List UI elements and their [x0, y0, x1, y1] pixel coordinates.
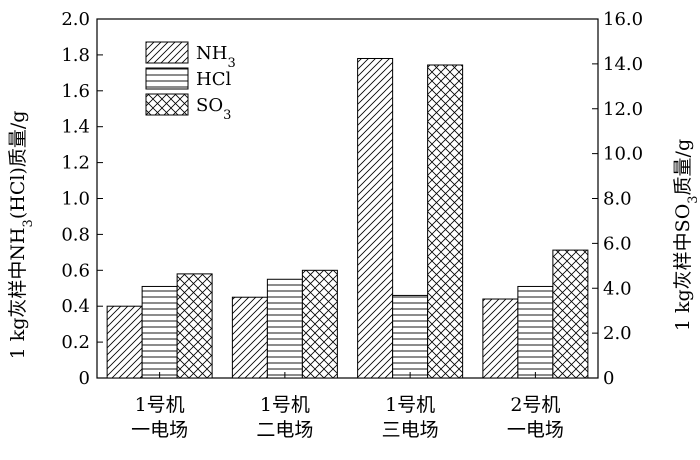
bar-so3	[176, 273, 213, 379]
legend-swatch-nh3	[145, 41, 189, 64]
bar-nh3	[231, 296, 268, 379]
right-tick-label: 10.0	[603, 144, 643, 165]
bar-hcl	[392, 294, 429, 379]
left-tick-label: 1.2	[61, 153, 90, 174]
right-axis-title: 1 kg灰样中SO3质量/g	[672, 139, 700, 331]
bar-so3	[301, 269, 338, 379]
right-tick-label: 16.0	[603, 9, 643, 30]
right-tick-label: 4.0	[603, 278, 632, 299]
category-label: 1号机	[135, 394, 185, 416]
bar-nh3	[106, 305, 143, 379]
bar-so3	[427, 64, 464, 379]
left-tick-label: 1.6	[61, 81, 90, 102]
legend-label-hcl: HCl	[196, 69, 231, 90]
right-tick-label: 12.0	[603, 99, 643, 120]
left-tick-label: 0.4	[61, 296, 90, 317]
right-tick-label: 8.0	[603, 189, 632, 210]
category-label: 一电场	[131, 419, 188, 441]
category-label: 一电场	[507, 419, 564, 441]
right-tick-label: 2.0	[603, 323, 632, 344]
left-tick-label: 1.0	[61, 189, 90, 210]
bar-hcl	[141, 285, 178, 379]
category-label: 1号机	[385, 394, 435, 416]
right-tick-label: 14.0	[603, 54, 643, 75]
category-label: 三电场	[382, 419, 439, 441]
left-tick-label: 0	[79, 368, 90, 389]
legend-swatch-so3	[145, 93, 189, 116]
left-tick-label: 1.4	[61, 117, 90, 138]
left-tick-label: 0.6	[61, 260, 90, 281]
left-tick-label: 2.0	[61, 9, 90, 30]
left-tick-label: 0.8	[61, 224, 90, 245]
category-label: 二电场	[256, 419, 313, 441]
legend-label-so3: SO3	[196, 95, 231, 123]
left-axis-title: 1 kg灰样中NH3(HCl)质量/g	[7, 111, 36, 360]
bar-so3	[552, 249, 589, 379]
bar-hcl	[517, 285, 554, 379]
bar-hcl	[266, 278, 303, 379]
legend-swatch-hcl	[145, 67, 189, 90]
bar-nh3	[482, 298, 519, 379]
category-label: 1号机	[260, 394, 310, 416]
bar-nh3	[357, 57, 394, 379]
legend-label-nh3: NH3	[196, 43, 236, 71]
right-tick-label: 0	[603, 368, 614, 389]
category-label: 2号机	[510, 394, 560, 416]
left-tick-label: 1.8	[61, 45, 90, 66]
right-tick-label: 6.0	[603, 233, 632, 254]
left-tick-label: 0.2	[61, 332, 90, 353]
